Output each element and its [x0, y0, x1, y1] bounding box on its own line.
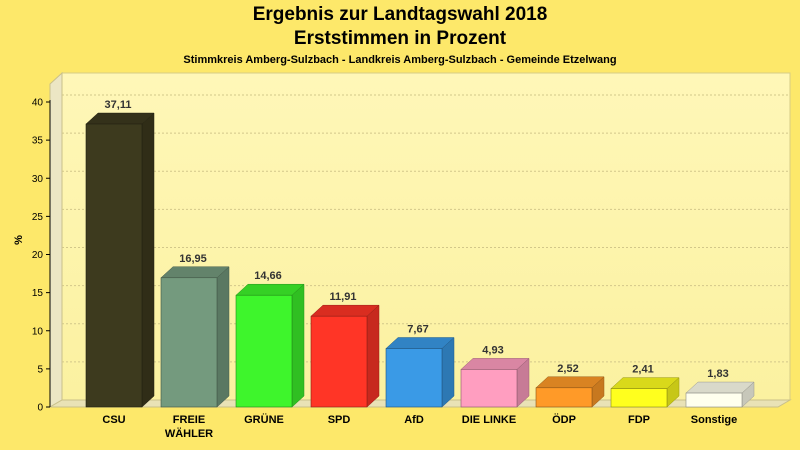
value-label: 11,91	[330, 291, 357, 303]
x-tick-label: FREIE	[173, 414, 205, 426]
value-label: 2,41	[632, 364, 653, 376]
bar	[610, 377, 680, 408]
value-label: 16,95	[179, 253, 207, 265]
bar-top	[385, 337, 455, 349]
y-tick-label: 15	[32, 288, 44, 299]
y-tick-label: 10	[32, 326, 44, 337]
bar	[160, 266, 230, 408]
x-tick-label: CSU	[102, 414, 125, 426]
bar-front	[610, 388, 668, 408]
x-tick-label: DIE LINKE	[462, 414, 516, 426]
chart-subtitle: Erststimmen in Prozent	[293, 28, 507, 49]
bar-side	[366, 304, 380, 408]
y-tick-label: 20	[32, 250, 44, 261]
x-tick-label: WÄHLER	[165, 427, 213, 440]
value-label: 2,52	[557, 363, 578, 375]
y-tick-label: 30	[32, 174, 44, 185]
bar-top	[685, 381, 755, 394]
bar	[535, 376, 605, 408]
bar-front	[535, 387, 593, 408]
chart-caption: Stimmkreis Amberg-Sulzbach - Landkreis A…	[183, 54, 617, 66]
bar-top	[610, 377, 680, 389]
bar-side	[216, 266, 230, 408]
bar-front	[235, 294, 293, 408]
bar-front	[160, 277, 218, 408]
value-label: 7,67	[407, 324, 428, 336]
bar-top	[85, 112, 155, 125]
x-tick-label: GRÜNE	[244, 413, 284, 426]
x-tick-label: AfD	[404, 414, 424, 426]
bar-top	[460, 358, 530, 370]
bar-top	[535, 376, 605, 389]
value-label: 1,83	[707, 368, 728, 380]
bar	[460, 357, 530, 408]
bar	[685, 381, 755, 408]
plot-side-wall	[49, 71, 63, 408]
y-tick-label: 5	[37, 364, 43, 375]
x-tick-label: SPD	[328, 414, 351, 426]
bar-front	[310, 315, 368, 408]
bar	[85, 112, 155, 408]
bar-front	[385, 348, 443, 408]
bar	[235, 283, 305, 408]
x-tick-label: Sonstige	[691, 414, 737, 426]
bar-side	[141, 112, 155, 408]
bar-front	[685, 392, 743, 408]
bar-front	[85, 123, 143, 408]
y-tick-label: 25	[32, 212, 44, 223]
bar-top	[235, 283, 305, 296]
bar-side	[441, 336, 455, 408]
x-tick-label: ÖDP	[552, 413, 576, 426]
bar-top	[160, 266, 230, 279]
bar	[385, 336, 455, 408]
bar	[310, 304, 380, 408]
y-tick-label: 40	[32, 98, 44, 109]
y-axis-label: %	[13, 235, 25, 245]
chart-title: Ergebnis zur Landtagswahl 2018	[252, 4, 548, 25]
value-label: 4,93	[482, 344, 503, 356]
y-tick-label: 35	[32, 136, 44, 147]
value-label: 14,66	[254, 270, 282, 282]
bar-front	[460, 369, 518, 408]
x-tick-label: FDP	[628, 414, 650, 426]
bar-side	[291, 283, 305, 408]
value-label: 37,11	[105, 99, 132, 111]
y-tick-label: 0	[37, 403, 43, 414]
bar-top	[310, 304, 380, 317]
